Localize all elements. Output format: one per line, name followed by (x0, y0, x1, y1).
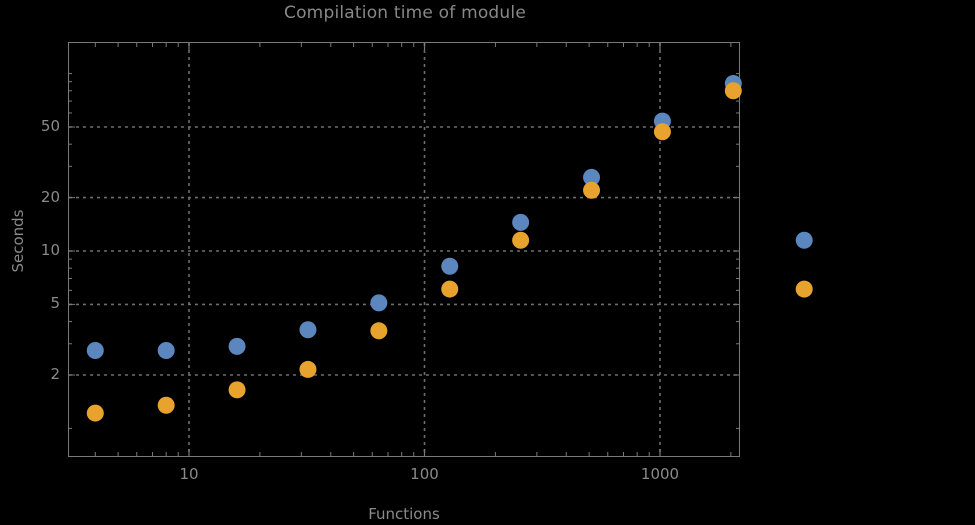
y-tick-label: 50 (40, 117, 60, 135)
plot-frame (68, 42, 740, 457)
y-tick-label: 2 (50, 365, 60, 383)
x-axis-label: Functions (368, 505, 440, 523)
y-tick-label: 5 (50, 294, 60, 313)
y-axis-label: Seconds (9, 209, 27, 273)
y-tick-label: 10 (40, 241, 60, 259)
data-point (795, 231, 813, 249)
data-point (795, 280, 813, 298)
x-tick-label: 100 (410, 465, 439, 483)
y-tick-label: 20 (40, 187, 60, 206)
x-tick-label: 10 (179, 465, 199, 483)
chart-title: Compilation time of module (284, 3, 526, 23)
x-tick-label: 1000 (640, 465, 680, 483)
